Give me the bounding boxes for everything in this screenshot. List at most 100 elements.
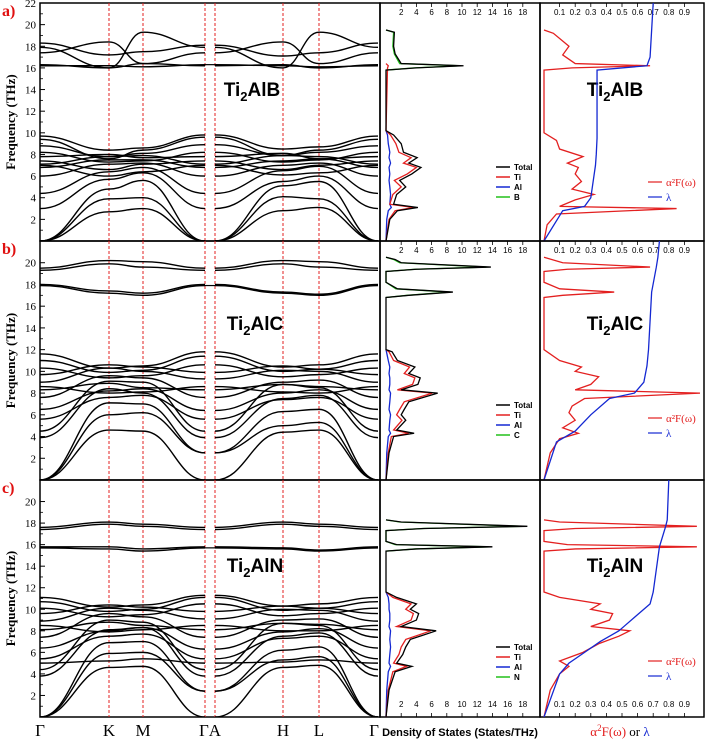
band-frame — [39, 479, 381, 718]
eliashberg-xlabel-sup: 2 — [597, 723, 602, 733]
eliash-tick-label: 0.5 — [616, 700, 628, 709]
eliash-frame — [539, 2, 705, 242]
y-tick-label: 6 — [31, 410, 37, 422]
dos-tick-label: 18 — [518, 700, 527, 709]
compound-subscript: 2 — [603, 89, 610, 104]
phonon-branch — [40, 603, 379, 618]
dos-tick-label: 2 — [399, 700, 404, 709]
band-frame — [39, 240, 381, 481]
panel-label: b) — [2, 241, 16, 258]
y-tick-label: 20 — [25, 497, 37, 509]
y-axis-label: Frequency (THz) — [3, 313, 18, 408]
dos-legend-label: Total — [514, 643, 533, 652]
band-frame — [39, 2, 381, 242]
y-tick-label: 12 — [25, 345, 36, 357]
dos-legend-label: C — [514, 431, 520, 440]
dos-tick-label: 2 — [399, 246, 404, 255]
y-tick-label: 18 — [25, 41, 37, 53]
phonon-branch — [40, 388, 379, 412]
lambda-line — [543, 241, 661, 480]
dos-legend-label: Ti — [514, 411, 521, 420]
phonon-branch — [40, 259, 379, 269]
y-tick-label: 20 — [25, 20, 37, 32]
phonon-branch — [40, 355, 379, 374]
eliash-tick-label: 0.6 — [632, 246, 644, 255]
kpoint-label: ΓA — [199, 721, 222, 740]
compound-subscript: 2 — [240, 89, 247, 104]
dos-tick-label: 8 — [445, 700, 450, 709]
dos-legend-label: Total — [514, 401, 533, 410]
y-axis-label: Frequency (THz) — [3, 551, 18, 646]
lambda-legend-label: λ — [666, 671, 672, 683]
compound-subscript: 2 — [243, 323, 250, 338]
phonon-branch — [40, 633, 379, 660]
dos-tick-label: 6 — [429, 8, 434, 17]
eliash-tick-label: 0.4 — [601, 246, 613, 255]
y-tick-label: 12 — [25, 583, 36, 595]
dos-tick-label: 16 — [503, 8, 512, 17]
dos-curves — [385, 29, 464, 241]
compound-label: Ti2AlN — [227, 556, 284, 580]
kpoint-label: Γ — [35, 721, 45, 740]
dos-legend-label: Total — [514, 163, 533, 172]
dos-tick-label: 12 — [473, 700, 482, 709]
eliash-tick-label: 0.4 — [601, 700, 613, 709]
y-tick-label: 14 — [25, 561, 37, 573]
phonon-branch — [40, 429, 379, 480]
phonon-branch — [40, 411, 379, 480]
phonon-branch — [40, 160, 379, 171]
compound-base1: Ti — [227, 314, 244, 335]
a2f-legend-label: α²F(ω) — [666, 177, 696, 189]
y-tick-label: 20 — [25, 258, 37, 270]
phonon-branch — [40, 594, 379, 608]
phonon-branch — [40, 62, 379, 69]
y-tick-label: 10 — [25, 128, 37, 140]
phonon-branch — [40, 351, 379, 369]
kpoint-label: L — [314, 721, 324, 740]
phonon-branches — [40, 31, 379, 241]
eliash-tick-label: 0.8 — [663, 8, 675, 17]
y-tick-label: 4 — [31, 669, 37, 681]
dos-line-al — [385, 130, 393, 241]
y-tick-label: 2 — [31, 453, 37, 465]
phonon-branch — [40, 546, 379, 551]
dos-tick-label: 8 — [445, 246, 450, 255]
dos-legend-label: B — [514, 193, 520, 202]
eliashberg-xlabel-lambda: λ — [643, 724, 650, 739]
dos-tick-label: 14 — [488, 246, 497, 255]
dos-legend-label: Ti — [514, 173, 521, 182]
phonon-branch — [40, 172, 379, 210]
y-tick-label: 12 — [25, 106, 36, 118]
eliash-tick-label: 0.3 — [585, 246, 597, 255]
phonon-branch — [40, 151, 379, 163]
y-tick-label: 10 — [25, 366, 37, 378]
a2f-line — [543, 256, 701, 480]
y-tick-label: 18 — [25, 518, 37, 530]
phonon-branch — [40, 521, 379, 529]
eliash-tick-label: 0.6 — [632, 700, 644, 709]
y-tick-label: 8 — [31, 149, 37, 161]
dos-tick-label: 4 — [414, 246, 419, 255]
dos-legend-label: Al — [514, 663, 522, 672]
dos-curves — [385, 519, 528, 717]
eliash-tick-label: 0.5 — [616, 8, 628, 17]
dos-line-total — [385, 29, 464, 241]
kpoint-label: K — [103, 721, 116, 740]
eliash-tick-label: 0.9 — [679, 700, 691, 709]
phonon-branch — [40, 626, 379, 650]
phonon-branch — [40, 179, 379, 241]
lambda-line — [543, 480, 670, 717]
compound-label: Ti2AlC — [227, 314, 284, 338]
phonon-branch — [40, 283, 379, 295]
phonon-branch — [40, 284, 379, 297]
dos-tick-label: 10 — [458, 8, 467, 17]
eliashberg-xlabel-alpha: α — [590, 724, 597, 739]
y-tick-label: 16 — [25, 540, 37, 552]
a2f-legend-label: α²F(ω) — [666, 656, 696, 668]
lambda-legend-label: λ — [666, 192, 672, 204]
y-tick-label: 14 — [25, 85, 37, 97]
